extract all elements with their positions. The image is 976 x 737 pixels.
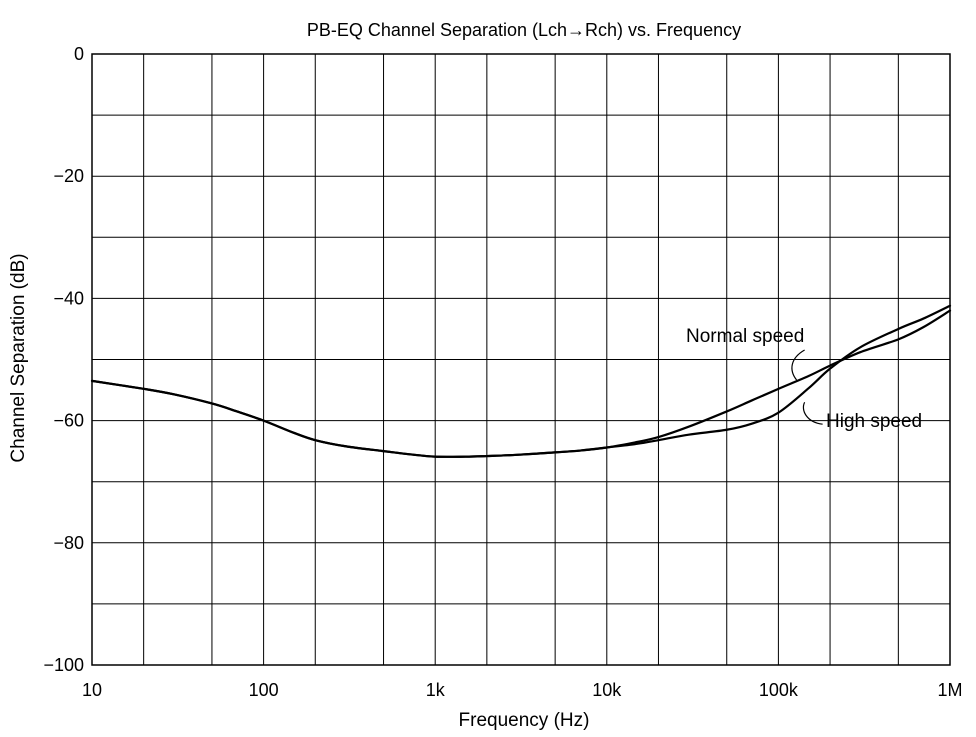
x-tick-label: 100 bbox=[249, 680, 279, 700]
x-tick-label: 100k bbox=[759, 680, 799, 700]
series-layer bbox=[90, 304, 952, 458]
x-tick-label: 1M bbox=[937, 680, 962, 700]
chart-title: PB-EQ Channel Separation (Lch→Rch) vs. F… bbox=[307, 20, 741, 40]
y-tick-label: −60 bbox=[53, 411, 84, 431]
x-tick-label: 10 bbox=[82, 680, 102, 700]
normal-speed-leader bbox=[791, 349, 805, 381]
high-speed-leader bbox=[802, 401, 823, 425]
y-axis-label: Channel Separation (dB) bbox=[8, 253, 29, 462]
series-line-normal-speed bbox=[90, 309, 952, 458]
plot-frame bbox=[91, 53, 951, 666]
y-tick-label: −20 bbox=[53, 166, 84, 186]
normal-speed-label: Normal speed bbox=[686, 326, 804, 347]
y-tick-label: 0 bbox=[74, 44, 84, 64]
x-tick-label: 10k bbox=[592, 680, 622, 700]
high-speed-label: High speed bbox=[826, 411, 922, 432]
y-axis-ticks: 0 −20 −40 −60 −80 −100 bbox=[43, 44, 84, 675]
y-tick-label: −80 bbox=[53, 533, 84, 553]
grid bbox=[92, 54, 950, 665]
y-tick-label: −40 bbox=[53, 288, 84, 308]
x-axis-label: Frequency (Hz) bbox=[459, 710, 590, 731]
y-tick-label: −100 bbox=[43, 655, 84, 675]
x-tick-label: 1k bbox=[426, 680, 446, 700]
annotations: Normal speed High speed bbox=[686, 326, 922, 432]
series-line-high-speed bbox=[90, 304, 952, 458]
x-axis-ticks: 10 100 1k 10k 100k 1M bbox=[82, 680, 963, 700]
